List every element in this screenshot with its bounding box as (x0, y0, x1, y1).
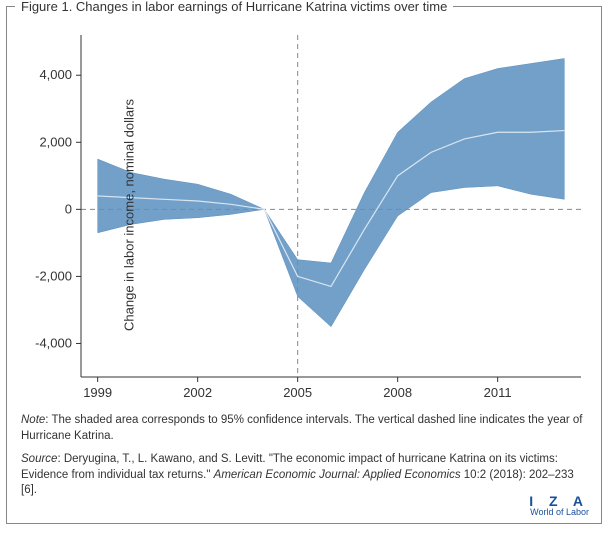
svg-text:0: 0 (65, 201, 72, 216)
line-chart: -4,000 -2,000 0 2,000 4,000 1999 2002 2005 2008 2… (17, 25, 593, 405)
svg-text:2011: 2011 (484, 385, 512, 400)
svg-text:2002: 2002 (183, 385, 212, 400)
svg-text:-4,000: -4,000 (35, 335, 72, 350)
chart-area: Change in labor income, nominal dollars … (17, 25, 591, 405)
caption-block: Note: The shaded area corresponds to 95%… (21, 413, 587, 507)
y-axis-label: Change in labor income, nominal dollars (121, 99, 136, 331)
svg-text:2008: 2008 (383, 385, 412, 400)
note-label: Note (21, 414, 45, 426)
svg-text:4,000: 4,000 (39, 67, 72, 82)
world-of-labor-text: World of Labor (529, 508, 589, 517)
source-body: Deryugina, T., L. Kawano, and S. Levitt.… (21, 453, 574, 496)
figure-title: Figure 1. Changes in labor earnings of H… (15, 0, 453, 14)
note-text: Note: The shaded area corresponds to 95%… (21, 413, 587, 444)
svg-text:2005: 2005 (283, 385, 312, 400)
note-body: The shaded area corresponds to 95% confi… (21, 414, 583, 442)
svg-text:2,000: 2,000 (39, 134, 72, 149)
source-label: Source (21, 453, 57, 465)
iza-text: I Z A (529, 494, 589, 508)
figure-frame: Figure 1. Changes in labor earnings of H… (6, 6, 602, 524)
svg-text:-2,000: -2,000 (35, 268, 72, 283)
source-text: Source: Deryugina, T., L. Kawano, and S.… (21, 452, 587, 499)
svg-text:1999: 1999 (83, 385, 112, 400)
iza-logo: I Z A World of Labor (529, 494, 589, 517)
